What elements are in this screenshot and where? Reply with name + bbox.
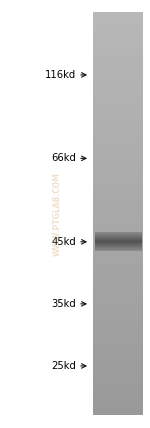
Text: 116kd: 116kd [45,70,76,80]
Text: 66kd: 66kd [52,153,76,163]
Text: WWW.PTGLAB.COM: WWW.PTGLAB.COM [52,172,62,256]
Text: 25kd: 25kd [52,361,76,371]
Text: 45kd: 45kd [52,237,76,247]
Text: 35kd: 35kd [52,299,76,309]
